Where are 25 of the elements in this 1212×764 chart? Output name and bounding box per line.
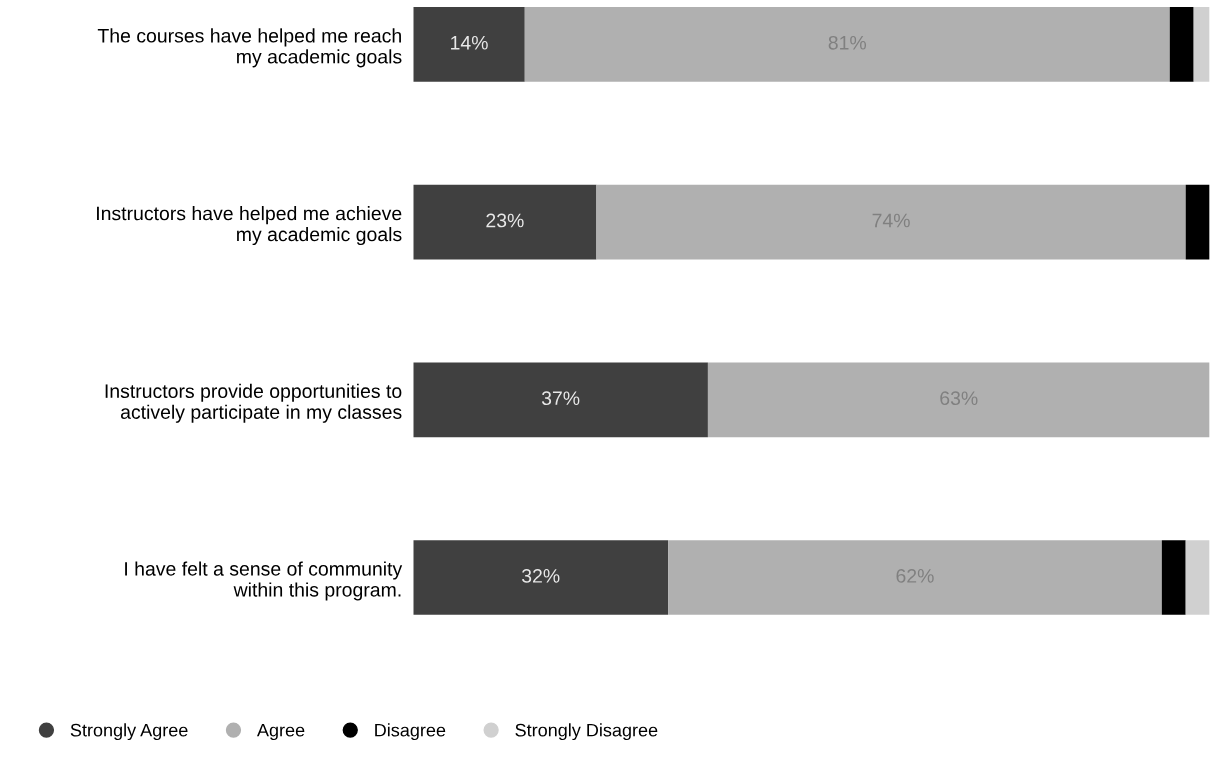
legend-label: Strongly Disagree — [515, 723, 658, 741]
bar — [1161, 540, 1186, 615]
y-tick-label: Instructors provide opportunities to actively participate in my classes — [105, 383, 402, 423]
legend-label: Disagree — [375, 723, 446, 741]
bar — [413, 7, 525, 82]
bar — [413, 184, 597, 260]
bar — [1185, 540, 1210, 615]
bar — [596, 184, 1186, 260]
y-tick-label: The courses have helped me reach my academic goals — [97, 28, 402, 68]
bar — [668, 540, 1162, 615]
legend-label: Agree — [256, 723, 305, 741]
bar — [1185, 184, 1210, 260]
y-tick-label: Instructors have helped me achieve my academic goals — [97, 206, 402, 246]
y-tick-label: I have felt a sense of community within this program. — [125, 561, 403, 601]
data-label: 14% — [451, 35, 488, 50]
bar — [524, 7, 1170, 82]
bar — [413, 540, 669, 615]
data-label: 23% — [486, 213, 524, 228]
bar — [413, 362, 708, 438]
data-label: 37% — [541, 391, 580, 406]
data-label: 32% — [521, 569, 560, 583]
bar — [707, 362, 1210, 438]
legend-label: Strongly Agree — [70, 723, 188, 741]
bar — [1169, 7, 1194, 82]
bar — [1193, 7, 1210, 82]
